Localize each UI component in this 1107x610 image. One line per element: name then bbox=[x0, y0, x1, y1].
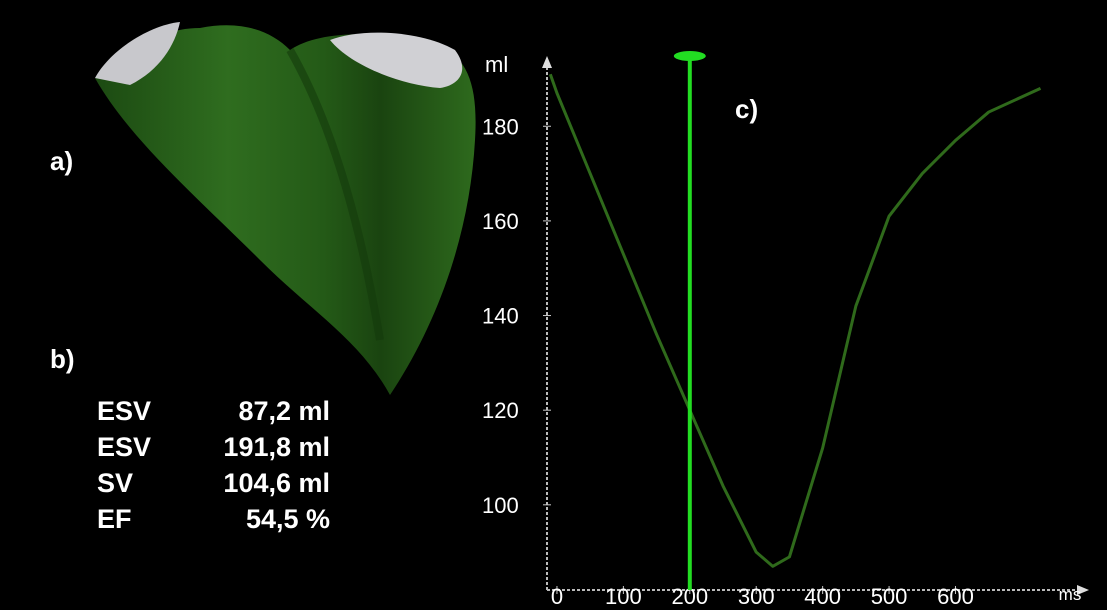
stat-value: 191,8 ml bbox=[223, 432, 330, 462]
y-tick-label: 160 bbox=[482, 209, 519, 234]
stat-name: ESV bbox=[97, 396, 151, 426]
stat-name: SV bbox=[97, 468, 133, 498]
volume-curve bbox=[548, 73, 1042, 568]
y-tick-label: 100 bbox=[482, 493, 519, 518]
x-tick-label: 100 bbox=[605, 584, 642, 609]
x-tick-label: 400 bbox=[804, 584, 841, 609]
x-tick-label: 0 bbox=[551, 584, 563, 609]
x-axis-label: ms bbox=[1059, 585, 1082, 604]
x-tick-label: 500 bbox=[871, 584, 908, 609]
panel-label: a) bbox=[50, 146, 73, 176]
cursor-handle bbox=[673, 51, 706, 61]
y-axis-label: ml bbox=[485, 52, 508, 77]
heart-model bbox=[95, 22, 476, 395]
y-tick-label: 140 bbox=[482, 304, 519, 329]
panel-label: b) bbox=[50, 344, 75, 374]
x-arrow bbox=[1077, 585, 1089, 595]
stat-value: 54,5 % bbox=[246, 504, 330, 534]
stat-value: 104,6 ml bbox=[223, 468, 330, 498]
x-tick-label: 600 bbox=[937, 584, 974, 609]
stat-value: 87,2 ml bbox=[238, 396, 330, 426]
y-tick-label: 180 bbox=[482, 114, 519, 139]
y-arrow bbox=[542, 56, 552, 68]
stat-name: ESV bbox=[97, 432, 151, 462]
panel-label: c) bbox=[735, 94, 758, 124]
stats: ESV 87,2 ml ESV 191,8 ml SV 104,6 ml EF 54,5 % bbox=[97, 396, 330, 534]
y-tick-label: 120 bbox=[482, 398, 519, 423]
x-tick-label: 300 bbox=[738, 584, 775, 609]
stat-name: EF bbox=[97, 504, 132, 534]
